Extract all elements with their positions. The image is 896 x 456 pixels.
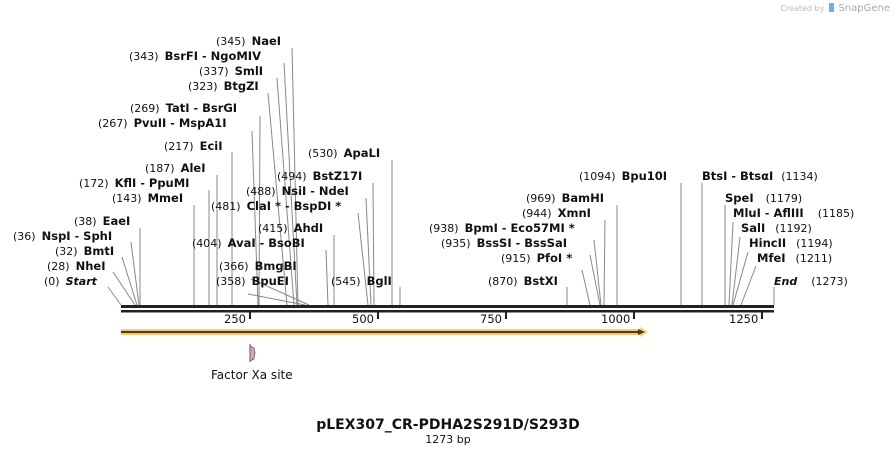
- site-label-bstxi[interactable]: (870) BstXI: [488, 274, 558, 289]
- snapgene-credit: Created by SnapGene: [780, 3, 890, 14]
- site-label-pvuii-mspa1i[interactable]: (267) PvuII - MspA1I: [98, 116, 227, 131]
- site-label-btgzi[interactable]: (323) BtgZI: [188, 79, 259, 94]
- site-label-nsii-ndei[interactable]: (488) NsiI - NdeI: [246, 184, 349, 199]
- site-label-naei[interactable]: (345) NaeI: [216, 34, 282, 49]
- factor-xa-site-feature[interactable]: [249, 344, 256, 362]
- site-label-bamhi[interactable]: (969) BamHI: [526, 191, 605, 206]
- backbone-top-strand: [121, 305, 774, 308]
- site-label-pfoi[interactable]: (915) PfoI *: [501, 251, 573, 266]
- site-label-bmgbi[interactable]: (366) BmgBI: [219, 259, 297, 274]
- site-label-bsrfi-ngomiv[interactable]: (343) BsrFI - NgoMIV: [129, 49, 261, 64]
- ruler-tick-label: 750: [480, 312, 502, 326]
- site-label-kfli-ppumi[interactable]: (172) KflI - PpuMI: [79, 176, 190, 191]
- site-label-nspi-sphi[interactable]: (36) NspI - SphI: [13, 229, 113, 244]
- site-label-hincii[interactable]: HincII (1194): [749, 236, 833, 251]
- site-label-eaei[interactable]: (38) EaeI: [74, 214, 131, 229]
- site-label-btsi-btsai[interactable]: BtsI - BtsαI (1134): [702, 169, 818, 184]
- ruler-tick-label: 500: [352, 312, 374, 326]
- site-label-mmei[interactable]: (143) MmeI: [112, 191, 184, 206]
- site-label-ecii[interactable]: (217) EciI: [164, 139, 223, 154]
- snapgene-logo-icon: [828, 3, 834, 12]
- ruler-tick-label: 250: [224, 312, 246, 326]
- orf-feature-arrow[interactable]: [121, 327, 648, 337]
- ruler-tick-label: 1250: [729, 312, 759, 326]
- site-label-bpu10i[interactable]: (1094) Bpu10I: [579, 169, 668, 184]
- site-label-alei[interactable]: (187) AleI: [145, 161, 206, 176]
- ruler-tick-label: 1000: [601, 312, 631, 326]
- backbone-bottom-strand: [121, 310, 774, 313]
- site-label-apali[interactable]: (530) ApaLI: [308, 146, 381, 161]
- site-label-bpmi-eco57mi[interactable]: (938) BpmI - Eco57MI *: [429, 221, 575, 236]
- credit-prefix: Created by: [780, 4, 825, 13]
- site-label-sali[interactable]: SalI (1192): [741, 221, 812, 236]
- site-label-ahdi[interactable]: (415) AhdI: [258, 221, 324, 236]
- site-label-xmni[interactable]: (944) XmnI: [522, 206, 591, 221]
- site-label-bsssi-bsssai[interactable]: (935) BssSI - BssSaI: [441, 236, 567, 251]
- site-label-mlui-afliii[interactable]: MluI - AflIII (1185): [733, 206, 855, 221]
- site-leader-lines: [107, 47, 775, 306]
- site-label-nhei[interactable]: (28) NheI: [47, 259, 106, 274]
- site-label-clai-bspdi[interactable]: (481) ClaI * - BspDI *: [211, 199, 342, 214]
- site-label-smli[interactable]: (337) SmlI: [199, 64, 264, 79]
- site-label-avai-bsobi[interactable]: (404) AvaI - BsoBI: [192, 236, 305, 251]
- site-label-tati-bsrgi[interactable]: (269) TatI - BsrGI: [130, 101, 238, 116]
- factor-xa-site-label[interactable]: Factor Xa site: [211, 368, 293, 382]
- site-label-end[interactable]: End (1273): [774, 275, 848, 288]
- site-label-bmti[interactable]: (32) BmtI: [55, 244, 115, 259]
- site-label-bgli[interactable]: (545) BglI: [331, 274, 392, 289]
- sequence-length: 1273 bp: [425, 433, 471, 446]
- site-label-mfei[interactable]: MfeI (1211): [757, 251, 833, 266]
- site-label-bstz17i[interactable]: (494) BstZ17I: [277, 169, 363, 184]
- site-label-start[interactable]: (0) Start: [44, 275, 97, 288]
- site-label-bpuei[interactable]: (358) BpuEI: [216, 274, 289, 289]
- site-label-spei[interactable]: SpeI (1179): [725, 191, 803, 206]
- credit-brand: SnapGene: [838, 3, 890, 14]
- sequence-title: pLEX307_CR-PDHA2S291D/S293D: [316, 417, 580, 433]
- ruler-ticks: [249, 312, 763, 319]
